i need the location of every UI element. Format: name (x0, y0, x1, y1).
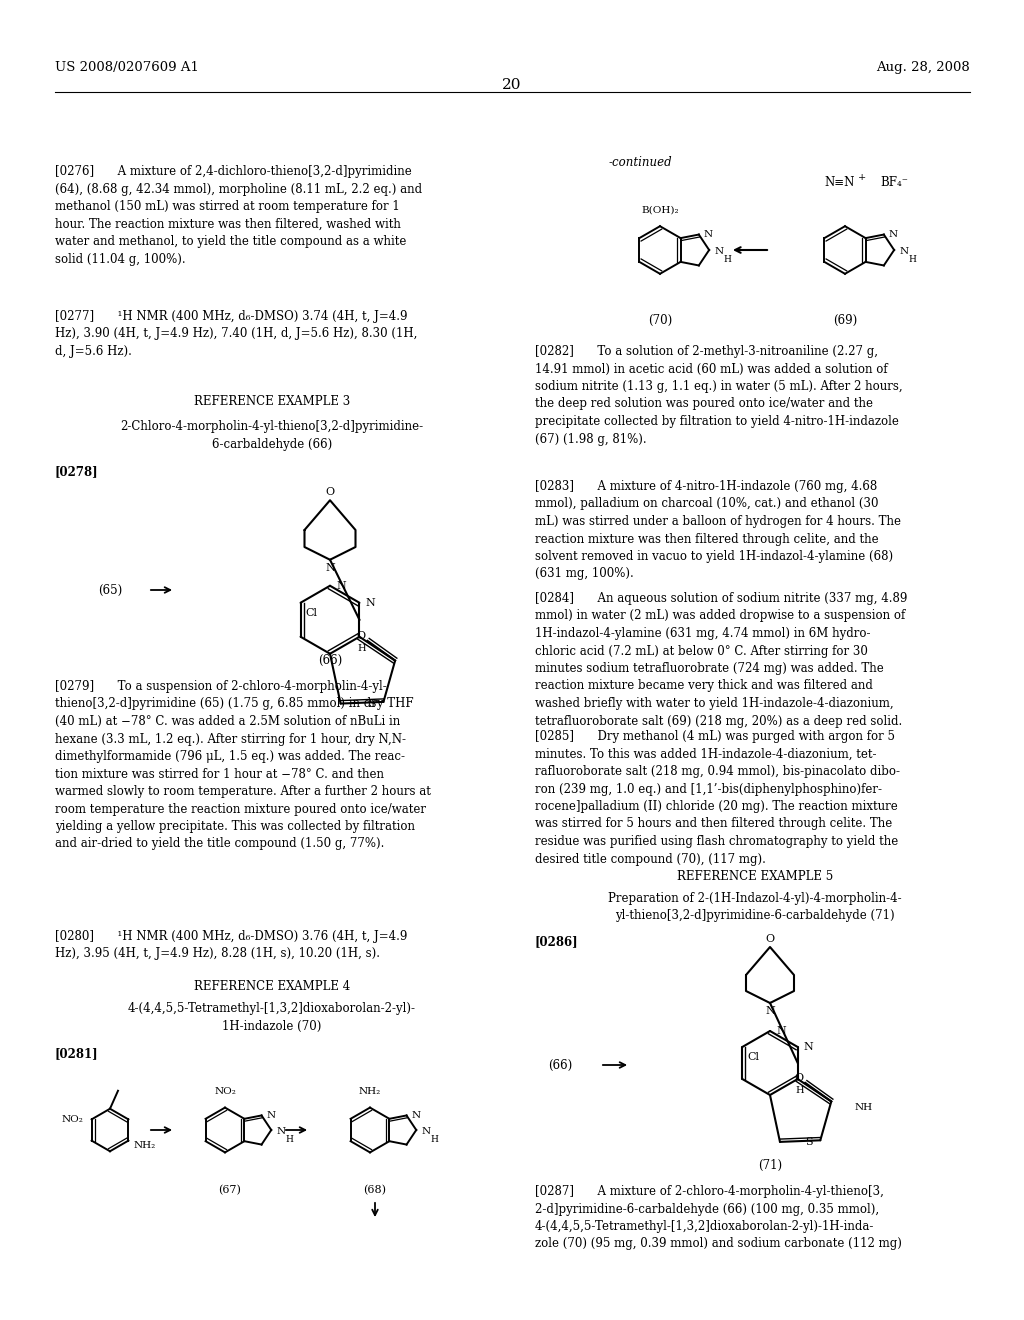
Text: O: O (356, 631, 366, 642)
Text: (66): (66) (317, 653, 342, 667)
Text: BF₄⁻: BF₄⁻ (880, 177, 908, 190)
Text: [0281]: [0281] (55, 1047, 98, 1060)
Text: [0287]  A mixture of 2-chloro-4-morpholin-4-yl-thieno[3,
2-d]pyrimidine-6-carbal: [0287] A mixture of 2-chloro-4-morpholin… (535, 1185, 902, 1250)
Text: N: N (714, 248, 723, 256)
Text: N: N (776, 1026, 785, 1036)
Text: (69): (69) (833, 314, 857, 326)
Text: [0277]  ¹H NMR (400 MHz, d₆-DMSO) 3.74 (4H, t, J=4.9
Hz), 3.90 (4H, t, J=4.9 Hz): [0277] ¹H NMR (400 MHz, d₆-DMSO) 3.74 (4… (55, 310, 418, 358)
Text: +: + (858, 173, 866, 182)
Text: N: N (266, 1111, 275, 1119)
Text: (68): (68) (364, 1185, 386, 1196)
Text: N: N (412, 1111, 421, 1119)
Text: N: N (366, 598, 375, 607)
Text: S: S (368, 698, 376, 709)
Text: 4-(4,4,5,5-Tetramethyl-[1,3,2]dioxaborolan-2-yl)-
1H-indazole (70): 4-(4,4,5,5-Tetramethyl-[1,3,2]dioxaborol… (128, 1002, 416, 1032)
Text: -continued: -continued (608, 157, 672, 169)
Text: N: N (899, 248, 908, 256)
Text: REFERENCE EXAMPLE 3: REFERENCE EXAMPLE 3 (194, 395, 350, 408)
Text: H: H (357, 644, 366, 653)
Text: Preparation of 2-(1H-Indazol-4-yl)-4-morpholin-4-
yl-thieno[3,2-d]pyrimidine-6-c: Preparation of 2-(1H-Indazol-4-yl)-4-mor… (608, 892, 902, 923)
Text: (71): (71) (758, 1159, 782, 1172)
Text: NO₂: NO₂ (61, 1115, 84, 1123)
Text: 2-Chloro-4-morpholin-4-yl-thieno[3,2-d]pyrimidine-
6-carbaldehyde (66): 2-Chloro-4-morpholin-4-yl-thieno[3,2-d]p… (121, 420, 424, 451)
Text: [0284]  An aqueous solution of sodium nitrite (337 mg, 4.89
mmol) in water (2 mL: [0284] An aqueous solution of sodium nit… (535, 591, 907, 727)
Text: N: N (326, 562, 335, 573)
Text: [0285]  Dry methanol (4 mL) was purged with argon for 5
minutes. To this was add: [0285] Dry methanol (4 mL) was purged wi… (535, 730, 900, 866)
Text: Cl: Cl (748, 1052, 759, 1063)
Text: N: N (889, 230, 898, 239)
Text: [0280]  ¹H NMR (400 MHz, d₆-DMSO) 3.76 (4H, t, J=4.9
Hz), 3.95 (4H, t, J=4.9 Hz): [0280] ¹H NMR (400 MHz, d₆-DMSO) 3.76 (4… (55, 931, 408, 961)
Text: N: N (421, 1127, 430, 1137)
Text: H: H (723, 256, 731, 264)
Text: S: S (805, 1138, 812, 1147)
Text: NH₂: NH₂ (358, 1086, 381, 1096)
Text: NH: NH (855, 1104, 873, 1113)
Text: O: O (765, 935, 774, 944)
Text: NH₂: NH₂ (133, 1140, 156, 1150)
Text: (65): (65) (98, 583, 122, 597)
Text: (66): (66) (548, 1059, 572, 1072)
Text: [0286]: [0286] (535, 935, 579, 948)
Text: N≡N: N≡N (824, 177, 855, 190)
Text: (70): (70) (648, 314, 672, 326)
Text: N: N (703, 230, 713, 239)
Text: REFERENCE EXAMPLE 4: REFERENCE EXAMPLE 4 (194, 979, 350, 993)
Text: REFERENCE EXAMPLE 5: REFERENCE EXAMPLE 5 (677, 870, 834, 883)
Text: (67): (67) (218, 1185, 242, 1196)
Text: O: O (326, 487, 335, 498)
Text: B(OH)₂: B(OH)₂ (641, 205, 679, 214)
Text: [0278]: [0278] (55, 465, 98, 478)
Text: H: H (795, 1086, 804, 1096)
Text: Aug. 28, 2008: Aug. 28, 2008 (877, 62, 970, 74)
Text: [0283]  A mixture of 4-nitro-1H-indazole (760 mg, 4.68
mmol), palladium on charc: [0283] A mixture of 4-nitro-1H-indazole … (535, 480, 901, 581)
Text: NO₂: NO₂ (214, 1086, 236, 1096)
Text: O: O (795, 1073, 803, 1084)
Text: [0279]  To a suspension of 2-chloro-4-morpholin-4-yl-
thieno[3,2-d]pyrimidine (6: [0279] To a suspension of 2-chloro-4-mor… (55, 680, 431, 850)
Text: H: H (286, 1135, 293, 1144)
Text: [0282]  To a solution of 2-methyl-3-nitroaniline (2.27 g,
14.91 mmol) in acetic : [0282] To a solution of 2-methyl-3-nitro… (535, 345, 902, 446)
Text: H: H (430, 1135, 438, 1144)
Text: 20: 20 (502, 78, 522, 92)
Text: N: N (804, 1041, 813, 1052)
Text: N: N (336, 581, 346, 591)
Text: N: N (276, 1127, 286, 1137)
Text: N: N (765, 1006, 775, 1016)
Text: [0276]  A mixture of 2,4-dichloro-thieno[3,2-d]pyrimidine
(64), (8.68 g, 42.34 m: [0276] A mixture of 2,4-dichloro-thieno[… (55, 165, 422, 265)
Text: US 2008/0207609 A1: US 2008/0207609 A1 (55, 62, 199, 74)
Text: H: H (908, 256, 916, 264)
Text: Cl: Cl (305, 607, 317, 618)
